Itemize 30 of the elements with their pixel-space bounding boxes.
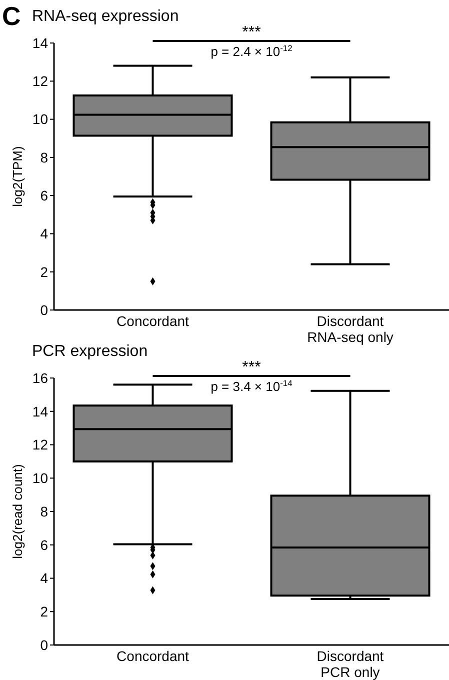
y-tick-label: 12 (32, 436, 48, 453)
y-tick-label: 12 (32, 73, 48, 90)
y-tick-label: 6 (40, 187, 48, 204)
y-tick-label: 0 (40, 636, 48, 653)
y-tick-label: 8 (40, 149, 48, 166)
x-tick-label: Concordant (116, 313, 190, 329)
text: C (2, 1, 21, 31)
y-tick-label: 8 (40, 503, 48, 520)
text: *** (242, 24, 261, 41)
y-tick-label: 10 (32, 470, 48, 486)
annotation: p = 3.4 × 10$^{-14}$ (210, 378, 293, 394)
y-axis-title: log2(read count) (10, 464, 25, 559)
x-tick-label: Discordant RNA-seq only (307, 313, 394, 345)
y-tick-label: 10 (32, 111, 48, 128)
y-tick-label: 6 (40, 536, 48, 553)
y-tick-label: 4 (40, 226, 48, 242)
y-axis-title: log2(TPM) (10, 146, 25, 207)
y-tick-label: 14 (32, 34, 48, 51)
y-tick-label: 4 (40, 570, 48, 586)
chart-title: PCR expression (32, 343, 148, 360)
x-tick-label: Discordant PCR only (316, 648, 384, 680)
y-tick-label: 14 (32, 403, 48, 420)
text: *** (242, 359, 261, 376)
chart-title: RNA-seq expression (32, 8, 179, 25)
y-tick-label: 0 (40, 302, 48, 318)
y-tick-label: 2 (40, 264, 48, 280)
annotation: p = 2.4 × 10$^{-12}$ (210, 43, 293, 59)
y-tick-label: 2 (40, 604, 48, 620)
x-tick-label: Concordant (116, 648, 190, 664)
y-tick-label: 16 (32, 370, 48, 386)
